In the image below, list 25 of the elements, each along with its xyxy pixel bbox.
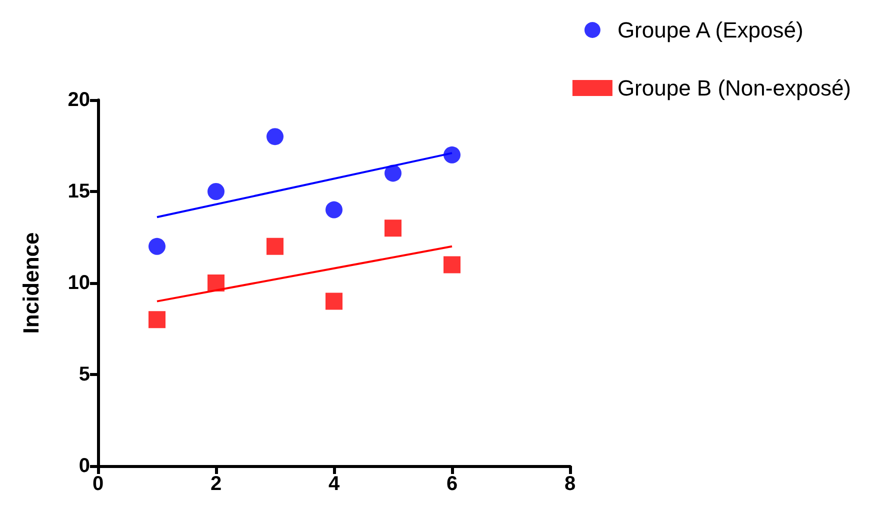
legend-label: Groupe A (Exposé): [617, 18, 804, 42]
x-tick-label: 2: [210, 473, 222, 495]
point: [326, 201, 342, 218]
x-tick-label: 4: [328, 473, 340, 495]
point: [266, 238, 284, 255]
y-tick-label: 15: [68, 180, 90, 202]
x-tick-label: 8: [564, 473, 576, 495]
y-tick-label: 20: [68, 89, 90, 111]
point: [208, 274, 224, 292]
point: [148, 238, 166, 255]
legend-label: Groupe B (Non-exposé): [617, 76, 852, 100]
y-tick-label: 5: [78, 364, 90, 386]
point: [266, 128, 284, 146]
point: [326, 292, 342, 310]
x-tick-label: 6: [446, 473, 458, 495]
point: [384, 164, 402, 182]
y-tick-label: 10: [68, 272, 90, 294]
y-tick-label: 0: [78, 455, 90, 477]
y-axis-title: Incidence: [18, 232, 44, 334]
point: [444, 256, 460, 274]
x-tick-label: 0: [92, 473, 104, 495]
point: [148, 311, 166, 328]
point: [384, 220, 402, 237]
point: [444, 146, 460, 164]
point: [208, 183, 224, 200]
